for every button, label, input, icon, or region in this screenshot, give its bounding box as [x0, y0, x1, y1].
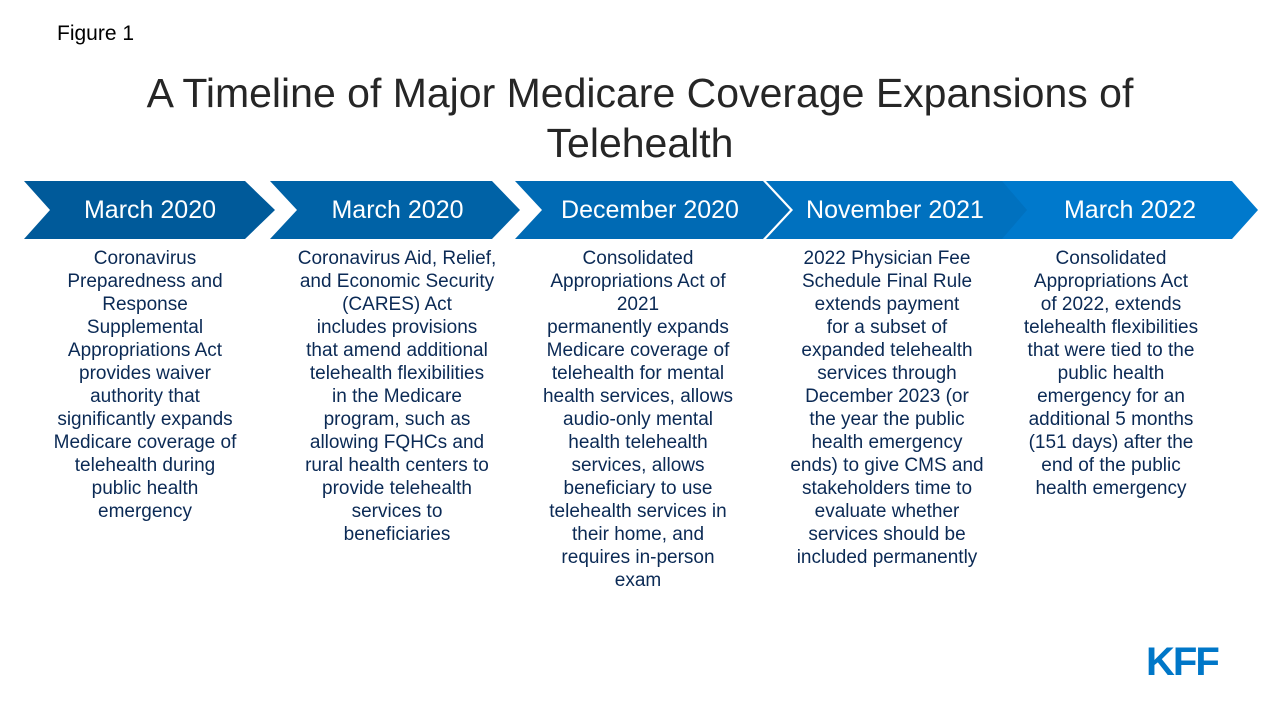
- chart-title: A Timeline of Major Medicare Coverage Ex…: [146, 70, 1134, 166]
- step-date-3: December 2020: [561, 196, 739, 224]
- step-description-1: Coronavirus Preparedness and Response Su…: [53, 248, 237, 522]
- kff-logo: KFF: [1146, 640, 1220, 684]
- timeline-chevron-2: [270, 181, 520, 239]
- timeline-chevron-3: [515, 181, 790, 239]
- step-description-4: 2022 Physician Fee Schedule Final Rule e…: [790, 248, 984, 568]
- step-date-1: March 2020: [83, 196, 217, 224]
- step-description-5: Consolidated Appropriations Act of 2022,…: [1023, 248, 1199, 499]
- timeline-chevron-5: [1002, 181, 1258, 239]
- timeline-chevron-4: [766, 181, 1030, 239]
- step-date-4: November 2021: [806, 196, 984, 224]
- step-description-3: Consolidated Appropriations Act of 2021 …: [542, 248, 734, 591]
- step-date-2: March 2020: [331, 196, 464, 224]
- step-description-2: Coronavirus Aid, Relief, and Economic Se…: [297, 248, 497, 545]
- figure-label: Figure 1: [57, 22, 135, 45]
- step-date-5: March 2022: [1063, 196, 1197, 224]
- timeline-chevron-1: [24, 181, 275, 239]
